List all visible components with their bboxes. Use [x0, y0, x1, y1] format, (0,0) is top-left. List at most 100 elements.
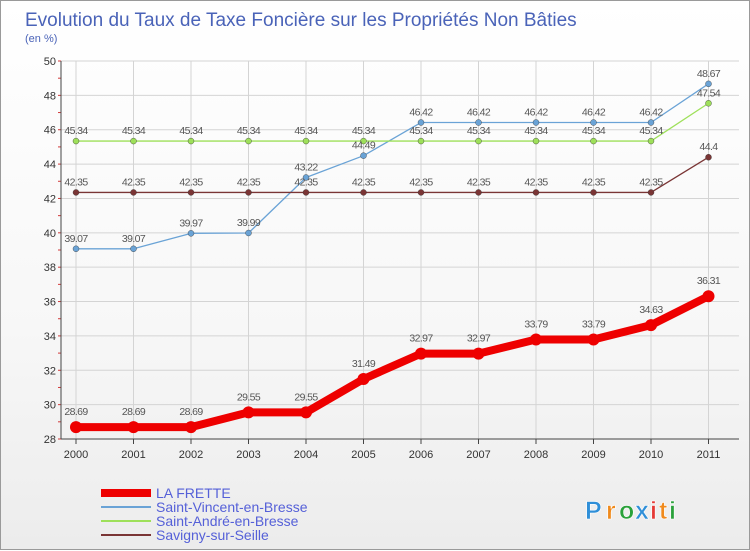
logo-letter: i [669, 497, 676, 525]
data-point [705, 100, 712, 107]
x-tick-label: 2003 [236, 449, 260, 461]
y-tick-label: 50 [44, 56, 56, 68]
data-label: 32.97 [467, 333, 491, 345]
data-point [647, 119, 655, 126]
x-tick-label: 2005 [351, 449, 375, 461]
series-line [72, 292, 713, 432]
data-label: 46.42 [524, 107, 548, 119]
x-tick-label: 2011 [697, 449, 721, 461]
data-point [530, 333, 542, 346]
gridlines [61, 60, 739, 440]
data-label: 32.97 [409, 333, 433, 345]
data-point [187, 137, 195, 145]
series-line [75, 156, 710, 194]
data-label: 45.34 [582, 125, 606, 137]
data-label: 42.35 [524, 176, 548, 188]
logo-letter: P [585, 497, 602, 525]
x-tick-label: 2002 [179, 449, 203, 461]
data-point [705, 80, 712, 88]
data-point [590, 189, 597, 196]
chart-title: Evolution du Taux de Taxe Foncière sur l… [25, 10, 577, 31]
data-label: 48.67 [697, 68, 721, 80]
series-line [75, 102, 710, 142]
data-point [245, 137, 252, 145]
logo-letter: o [619, 497, 634, 525]
data-label: 39.07 [64, 233, 88, 245]
data-label: 42.35 [639, 176, 663, 188]
data-label: 45.34 [409, 125, 433, 137]
data-point [590, 119, 597, 126]
data-point [187, 230, 195, 237]
data-point [130, 137, 137, 145]
y-tick-label: 36 [44, 297, 56, 309]
y-tick-label: 46 [44, 125, 56, 137]
data-point [302, 189, 310, 196]
x-tick-label: 2009 [581, 449, 605, 461]
data-label: 46.42 [467, 107, 491, 119]
data-label: 29.55 [294, 391, 318, 403]
data-point [360, 152, 367, 159]
data-label: 39.99 [237, 217, 261, 229]
data-label: 39.97 [179, 217, 203, 229]
y-tick-label: 48 [44, 90, 56, 102]
legend: LA FRETTESaint-Vincent-en-BresseSaint-An… [101, 485, 308, 543]
data-point [475, 189, 482, 196]
legend-label: Saint-André-en-Bresse [156, 513, 299, 529]
data-label: 45.34 [524, 125, 548, 137]
x-tick-label: 2004 [294, 449, 318, 461]
data-point [302, 174, 310, 181]
tick-labels: 28 30 32 34 36 38 40 42 44 46 48 50 2000 2001 2002 2003… [44, 56, 721, 461]
x-tick-label: 2008 [524, 449, 548, 461]
data-label: 42.35 [582, 176, 606, 188]
data-label: 44.49 [352, 140, 376, 152]
y-tick-label: 32 [44, 365, 56, 377]
y-tick-label: 30 [44, 400, 56, 412]
data-point [360, 189, 367, 196]
data-point [587, 333, 600, 346]
data-point [245, 229, 252, 237]
data-label: 45.34 [352, 125, 376, 137]
axes [58, 60, 739, 444]
data-point [645, 319, 657, 332]
x-tick-label: 2007 [466, 449, 490, 461]
data-label: 42.35 [294, 176, 318, 188]
data-point [532, 189, 540, 196]
data-label: 42.35 [409, 176, 433, 188]
data-point [475, 137, 482, 145]
data-point [647, 137, 655, 145]
data-label: 46.42 [582, 107, 606, 119]
data-point [417, 119, 425, 126]
data-point [647, 189, 655, 196]
data-label: 28.69 [179, 406, 203, 418]
data-point [127, 421, 140, 434]
data-label: 44.4 [699, 141, 718, 153]
data-labels: 39.07 39.07 39.97 39.99 43.22 44.49 46.42 46.42… [64, 68, 721, 418]
data-point [130, 245, 137, 252]
x-tick-label: 2001 [121, 449, 145, 461]
data-label: 45.34 [237, 125, 261, 137]
legend-label: Saint-Vincent-en-Bresse [156, 499, 308, 515]
data-point [417, 189, 425, 196]
logo-letter: x [635, 497, 649, 525]
logo-letter: r [606, 497, 616, 525]
x-tick-label: 2010 [639, 449, 663, 461]
data-label: 33.79 [524, 319, 548, 331]
data-label: 46.42 [639, 107, 663, 119]
data-point [532, 137, 540, 145]
data-label: 29.55 [237, 391, 261, 403]
y-tick-label: 34 [44, 331, 56, 343]
series-lines [70, 80, 715, 434]
data-label: 42.35 [352, 176, 376, 188]
data-point [130, 189, 137, 196]
data-label: 45.34 [179, 125, 203, 137]
data-label: 43.22 [294, 161, 318, 173]
data-label: 46.42 [409, 107, 433, 119]
y-tick-label: 44 [44, 159, 56, 171]
data-label: 45.34 [467, 125, 491, 137]
x-tick-label: 2006 [409, 449, 433, 461]
data-label: 45.34 [294, 125, 318, 137]
data-label: 36.31 [697, 275, 721, 287]
y-tick-label: 42 [44, 193, 56, 205]
